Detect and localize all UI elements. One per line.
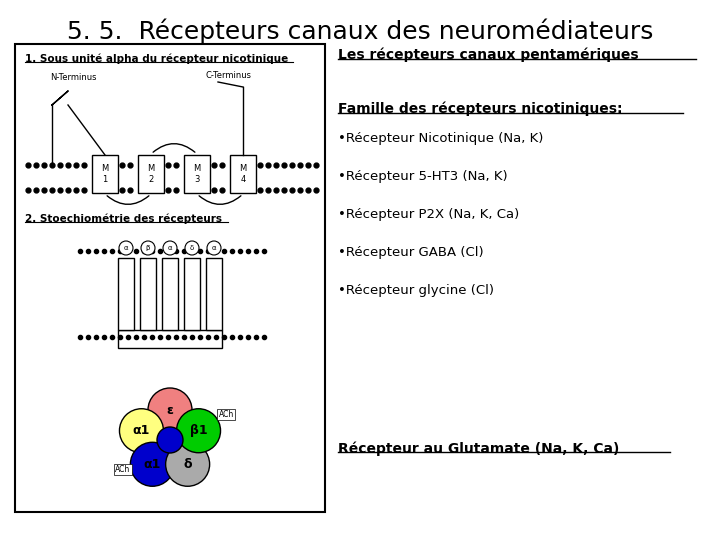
Text: Famille des récepteurs nicotiniques:: Famille des récepteurs nicotiniques: — [338, 102, 623, 117]
Text: β1: β1 — [189, 424, 207, 437]
Text: •Récepteur Nicotinique (Na, K): •Récepteur Nicotinique (Na, K) — [338, 132, 544, 145]
Text: •Récepteur P2X (Na, K, Ca): •Récepteur P2X (Na, K, Ca) — [338, 208, 519, 221]
Text: α1: α1 — [144, 458, 161, 471]
Bar — [118, 330, 222, 348]
Text: α: α — [168, 245, 172, 251]
Text: M
3: M 3 — [194, 164, 201, 184]
Circle shape — [120, 409, 163, 453]
Circle shape — [157, 427, 183, 453]
Circle shape — [148, 388, 192, 432]
Text: •Récepteur 5-HT3 (Na, K): •Récepteur 5-HT3 (Na, K) — [338, 170, 508, 183]
Bar — [184, 258, 200, 330]
Circle shape — [166, 442, 210, 487]
Circle shape — [176, 409, 220, 453]
Text: N-Terminus: N-Terminus — [50, 73, 96, 82]
Text: ACh: ACh — [219, 410, 234, 419]
Text: C-Terminus: C-Terminus — [205, 71, 251, 80]
Bar — [118, 258, 134, 330]
Text: •Récepteur GABA (Cl): •Récepteur GABA (Cl) — [338, 246, 484, 259]
Bar — [184, 155, 210, 193]
Text: 5. 5.  Récepteurs canaux des neuromédiateurs: 5. 5. Récepteurs canaux des neuromédiate… — [67, 18, 653, 44]
Bar — [15, 44, 325, 512]
Text: α: α — [124, 245, 128, 251]
Bar — [206, 258, 222, 330]
Text: 1. Sous unité alpha du récepteur nicotinique: 1. Sous unité alpha du récepteur nicotin… — [25, 54, 288, 64]
Bar — [140, 258, 156, 330]
Text: M
1: M 1 — [102, 164, 109, 184]
Bar — [230, 155, 256, 193]
Text: Récepteur au Glutamate (Na, K, Ca): Récepteur au Glutamate (Na, K, Ca) — [338, 442, 619, 456]
Text: β: β — [146, 245, 150, 251]
Text: δ: δ — [184, 458, 192, 471]
Text: δ: δ — [190, 245, 194, 251]
Circle shape — [130, 442, 174, 487]
Text: α: α — [212, 245, 216, 251]
Circle shape — [141, 241, 155, 255]
Text: ACh: ACh — [115, 465, 130, 474]
Bar — [92, 155, 118, 193]
Circle shape — [185, 241, 199, 255]
Circle shape — [163, 241, 177, 255]
Text: Les récepteurs canaux pentamériques: Les récepteurs canaux pentamériques — [338, 48, 639, 63]
Text: 2. Stoechiométrie des récepteurs: 2. Stoechiométrie des récepteurs — [25, 214, 222, 225]
Text: M
2: M 2 — [148, 164, 155, 184]
Text: α1: α1 — [132, 424, 150, 437]
Circle shape — [207, 241, 221, 255]
Circle shape — [119, 241, 133, 255]
Text: ε: ε — [166, 403, 174, 416]
Bar — [162, 258, 178, 330]
Text: M
4: M 4 — [239, 164, 247, 184]
Bar — [138, 155, 164, 193]
Text: •Récepteur glycine (Cl): •Récepteur glycine (Cl) — [338, 284, 494, 297]
